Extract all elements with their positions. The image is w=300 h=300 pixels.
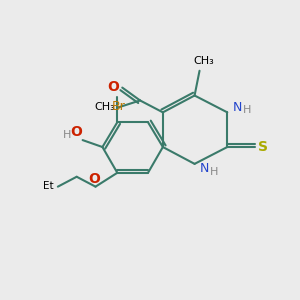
Text: Et: Et (43, 181, 53, 191)
Text: H: H (63, 130, 71, 140)
Text: H: H (243, 105, 251, 116)
Text: O: O (88, 172, 101, 186)
Text: CH₃: CH₃ (193, 56, 214, 66)
Text: H: H (210, 167, 219, 177)
Text: N: N (232, 101, 242, 114)
Text: S: S (258, 140, 268, 154)
Text: CH₃: CH₃ (94, 102, 115, 112)
Text: O: O (71, 125, 82, 139)
Text: Br: Br (111, 100, 125, 113)
Text: O: O (107, 80, 119, 94)
Text: N: N (200, 162, 209, 175)
